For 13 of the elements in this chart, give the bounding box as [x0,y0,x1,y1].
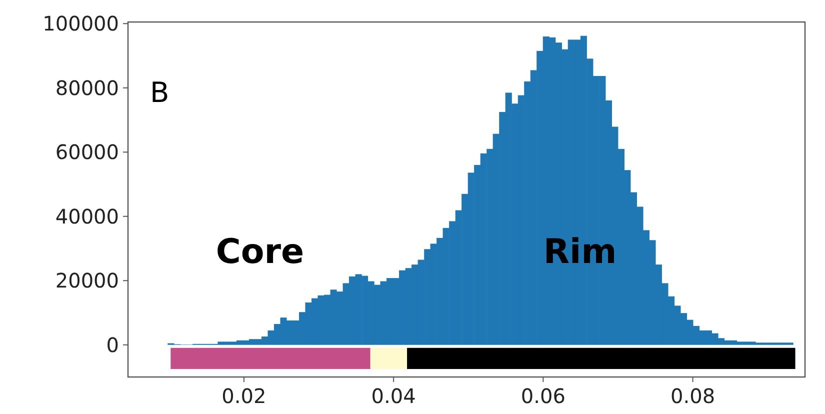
annotation: Rim [543,232,617,272]
y-tick-label: 60000 [55,140,119,164]
x-tick-label: 0.04 [371,384,416,408]
annotation: B [150,76,170,109]
x-tick-label: 0.06 [520,384,566,408]
y-tick-label: 20000 [55,268,119,293]
x-tick-label: 0.08 [670,384,716,408]
annotation: Core [216,232,304,272]
y-tick-label: 40000 [55,204,119,228]
y-tick-label: 0 [106,332,119,357]
y-tick-label: 100000 [42,12,119,36]
y-tick-label: 80000 [55,76,119,100]
x-tick-label: 0.02 [222,384,266,408]
